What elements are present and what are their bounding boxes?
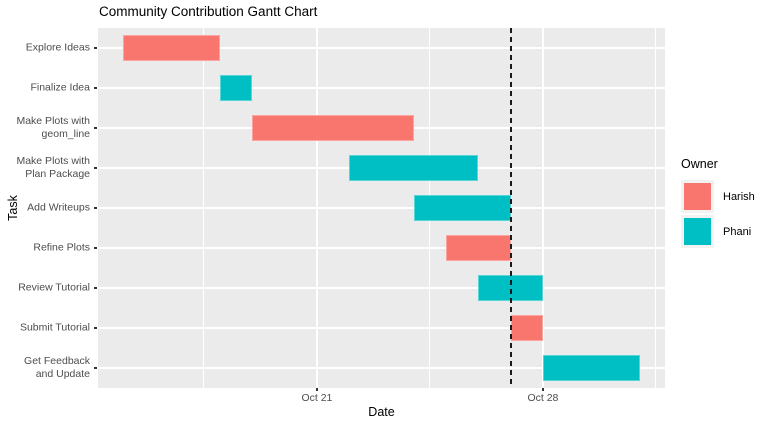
y-axis-tick [94,207,97,209]
harish-color-swatch [684,183,711,210]
y-axis-tick-label: Make Plots with Plan Package [16,154,90,180]
phani-color-swatch [684,218,711,245]
gridline-horizontal [98,367,665,369]
y-axis-tick [94,167,97,169]
y-axis-tick [94,367,97,369]
y-axis-tick-label: Make Plots with geom_line [16,114,90,140]
gridline-horizontal [98,327,665,329]
legend-key [681,180,714,213]
gantt-bar [510,315,543,341]
legend-entry-label: Phani [723,225,752,238]
y-axis-tick-label: Finalize Idea [30,81,90,94]
legend-key [681,215,714,248]
y-axis-tick [94,327,97,329]
gantt-bar [446,235,511,261]
y-axis-tick [94,247,97,249]
y-axis-tick-label: Explore Ideas [25,41,90,54]
y-axis-tick-label: Get Feedback and Update [24,354,90,380]
gantt-bar [123,35,221,61]
gantt-bar [413,195,511,221]
gantt-bar [220,75,253,101]
y-axis-tick [94,287,97,289]
x-axis-tick [315,388,318,391]
gridline-horizontal [98,207,665,209]
chart-title: Community Contribution Gantt Chart [99,4,318,19]
y-axis-tick [94,87,97,89]
x-axis-tick-label: Oct 21 [301,392,333,404]
y-axis-tick-label: Submit Tutorial [19,321,90,334]
gridline-horizontal [98,247,665,249]
y-axis-tick [94,47,97,49]
reference-dashed-line [509,28,512,388]
gantt-bar [349,155,479,181]
plot-panel [98,28,665,388]
x-axis-title: Date [368,405,395,419]
y-axis-tick-label: Add Writeups [27,201,90,214]
legend: Owner Harish Phani [681,157,755,250]
legend-entry-phani: Phani [681,215,755,248]
legend-title: Owner [681,157,718,171]
y-axis-tick-label: Refine Plots [33,241,90,254]
legend-entry-harish: Harish [681,180,755,213]
x-axis-tick [541,388,544,391]
x-axis-tick-label: Oct 28 [527,392,559,404]
y-axis-tick-label: Review Tutorial [18,281,90,294]
gantt-bar [252,115,414,141]
gantt-bar [542,355,640,381]
legend-entry-label: Harish [723,190,755,203]
gridline-horizontal [98,87,665,89]
gridline-horizontal [98,47,665,49]
gridline-horizontal [98,287,665,289]
y-axis-tick [94,127,97,129]
